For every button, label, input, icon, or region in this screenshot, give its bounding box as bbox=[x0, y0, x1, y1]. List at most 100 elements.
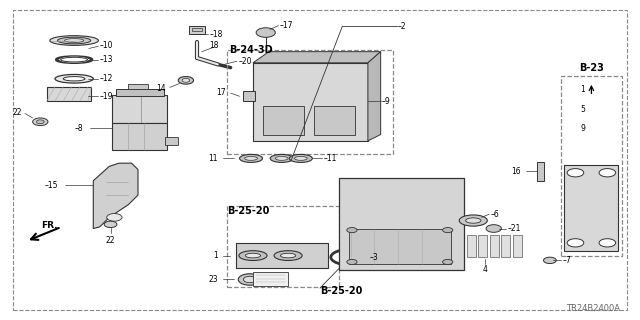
Ellipse shape bbox=[243, 276, 256, 283]
Ellipse shape bbox=[58, 37, 91, 44]
Ellipse shape bbox=[50, 36, 99, 45]
Bar bbox=[537, 162, 543, 181]
Text: 1: 1 bbox=[213, 251, 218, 260]
Ellipse shape bbox=[347, 260, 357, 265]
Bar bbox=[478, 235, 487, 257]
Text: B-23: B-23 bbox=[579, 63, 604, 73]
Text: 1: 1 bbox=[580, 85, 586, 94]
Ellipse shape bbox=[599, 169, 616, 177]
Text: 4: 4 bbox=[483, 265, 487, 274]
Text: 11: 11 bbox=[209, 154, 218, 163]
Ellipse shape bbox=[104, 221, 117, 228]
Text: B-25-20: B-25-20 bbox=[320, 286, 362, 296]
Ellipse shape bbox=[336, 252, 362, 262]
Text: –11: –11 bbox=[323, 154, 337, 163]
Text: 23: 23 bbox=[208, 275, 218, 284]
Ellipse shape bbox=[245, 253, 260, 258]
Ellipse shape bbox=[567, 169, 584, 177]
Bar bbox=[129, 84, 148, 89]
Ellipse shape bbox=[178, 76, 193, 84]
Text: –2: –2 bbox=[398, 22, 406, 31]
Text: B-24-3D: B-24-3D bbox=[229, 45, 273, 55]
Text: –19: –19 bbox=[100, 92, 113, 101]
Text: 16: 16 bbox=[511, 167, 520, 176]
Ellipse shape bbox=[347, 228, 357, 233]
Ellipse shape bbox=[65, 39, 84, 43]
Text: –13: –13 bbox=[100, 55, 113, 64]
Polygon shape bbox=[93, 163, 138, 228]
Text: 9: 9 bbox=[580, 124, 586, 132]
Text: 22: 22 bbox=[106, 236, 115, 244]
Bar bbox=[165, 137, 177, 145]
Text: –12: –12 bbox=[100, 74, 113, 83]
Bar bbox=[339, 178, 464, 270]
Text: 17: 17 bbox=[216, 88, 225, 97]
Text: –20: –20 bbox=[238, 57, 252, 66]
Bar bbox=[253, 63, 368, 141]
Bar bbox=[113, 95, 167, 123]
Bar bbox=[243, 92, 255, 101]
Bar bbox=[501, 235, 510, 257]
Ellipse shape bbox=[466, 218, 481, 223]
Text: –17: –17 bbox=[280, 21, 293, 30]
Bar bbox=[564, 165, 618, 251]
Ellipse shape bbox=[599, 239, 616, 247]
Text: –9: –9 bbox=[382, 97, 390, 106]
Text: –15: –15 bbox=[45, 181, 58, 190]
Ellipse shape bbox=[280, 253, 296, 258]
Bar bbox=[236, 243, 328, 268]
Ellipse shape bbox=[107, 213, 122, 221]
Text: FR.: FR. bbox=[41, 221, 58, 230]
Ellipse shape bbox=[33, 118, 48, 125]
Bar bbox=[47, 87, 92, 101]
Text: –8: –8 bbox=[75, 124, 84, 132]
Ellipse shape bbox=[543, 257, 556, 264]
Bar bbox=[116, 89, 164, 96]
Ellipse shape bbox=[486, 225, 501, 232]
Bar bbox=[227, 50, 394, 154]
Text: –10: –10 bbox=[100, 41, 113, 51]
Ellipse shape bbox=[239, 154, 262, 163]
Ellipse shape bbox=[275, 156, 288, 160]
Bar bbox=[314, 106, 355, 134]
Text: –3: –3 bbox=[369, 253, 378, 262]
Bar bbox=[349, 228, 451, 264]
Ellipse shape bbox=[443, 228, 453, 233]
Bar bbox=[490, 235, 499, 257]
Text: 14: 14 bbox=[156, 84, 166, 93]
Ellipse shape bbox=[239, 251, 267, 260]
Text: B-25-20: B-25-20 bbox=[227, 205, 270, 216]
Text: 22: 22 bbox=[12, 108, 22, 117]
Ellipse shape bbox=[567, 239, 584, 247]
Ellipse shape bbox=[36, 120, 44, 124]
Text: 5: 5 bbox=[580, 105, 586, 114]
Text: TR24B2400A: TR24B2400A bbox=[566, 304, 620, 313]
Bar bbox=[113, 123, 167, 150]
Ellipse shape bbox=[294, 156, 307, 160]
Ellipse shape bbox=[55, 75, 93, 83]
Bar bbox=[192, 28, 202, 31]
Text: 18: 18 bbox=[209, 41, 219, 51]
Ellipse shape bbox=[238, 274, 261, 285]
Ellipse shape bbox=[289, 154, 312, 163]
Polygon shape bbox=[368, 52, 381, 141]
Ellipse shape bbox=[61, 57, 88, 62]
Text: –6: –6 bbox=[490, 210, 499, 219]
Ellipse shape bbox=[443, 260, 453, 265]
Ellipse shape bbox=[244, 156, 257, 160]
Ellipse shape bbox=[274, 251, 302, 260]
Ellipse shape bbox=[460, 215, 487, 226]
Bar bbox=[253, 271, 288, 286]
Bar bbox=[262, 106, 304, 134]
Text: –21: –21 bbox=[508, 224, 521, 233]
Ellipse shape bbox=[270, 154, 293, 163]
Ellipse shape bbox=[182, 78, 189, 82]
Ellipse shape bbox=[256, 28, 275, 37]
Text: –18: –18 bbox=[209, 30, 223, 39]
Ellipse shape bbox=[63, 76, 85, 81]
Bar bbox=[189, 26, 205, 34]
Bar bbox=[513, 235, 522, 257]
Text: –7: –7 bbox=[563, 256, 572, 265]
Polygon shape bbox=[253, 52, 381, 63]
Bar bbox=[561, 76, 622, 256]
